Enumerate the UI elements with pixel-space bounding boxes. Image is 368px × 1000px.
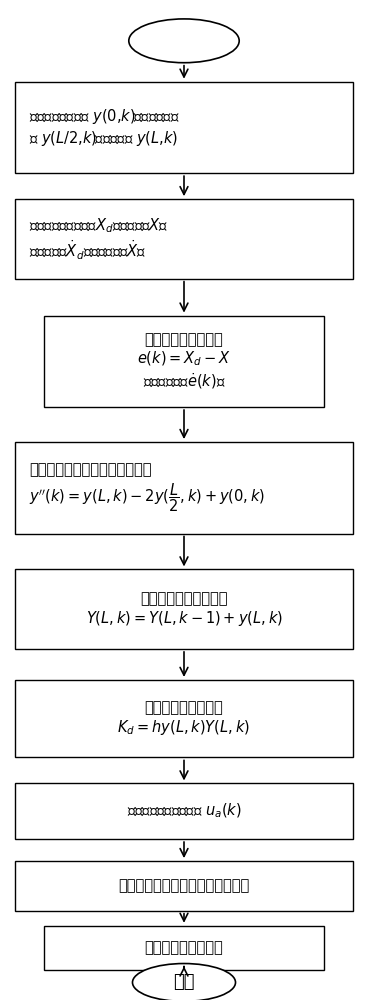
FancyBboxPatch shape [15, 199, 353, 279]
Text: 结束: 结束 [173, 973, 195, 991]
Text: 计算当前角度偏差：
$e(k) = X_d - X$
及角速度偏差$\dot{e}(k)$；: 计算当前角度偏差： $e(k) = X_d - X$ 及角速度偏差$\dot{e… [137, 332, 231, 391]
Text: 获取航天器期望角度$X_d$、实际角度$X$，
期望角速度$\dot{X}_d$、实际角速度$\dot{X}$；: 获取航天器期望角度$X_d$、实际角度$X$， 期望角速度$\dot{X}_d$… [29, 216, 169, 262]
Ellipse shape [129, 19, 239, 63]
Text: 计算帆板形变累积量：
$Y(L,k) = Y(L,k-1) + y(L,k)$: 计算帆板形变累积量： $Y(L,k) = Y(L,k-1) + y(L,k)$ [85, 591, 283, 628]
FancyBboxPatch shape [15, 680, 353, 757]
Text: 计算得到自适应控制量 $u_a(k)$: 计算得到自适应控制量 $u_a(k)$ [127, 802, 241, 820]
FancyBboxPatch shape [15, 569, 353, 649]
Text: 计算帆板形变位移的二次差分：
$y''(k) = y(L,k) - 2y(\dfrac{L}{2},k) + y(0,k)$: 计算帆板形变位移的二次差分： $y''(k) = y(L,k) - 2y(\df… [29, 462, 266, 514]
Text: 输入航天器控制闭环: 输入航天器控制闭环 [145, 940, 223, 955]
FancyBboxPatch shape [15, 783, 353, 839]
Text: 获取帆板根部位移 $y$(0,$k$)、中间位置位
移 $y$($L$/2,$k$)，端部位移 $y$($L$,$k$): 获取帆板根部位移 $y$(0,$k$)、中间位置位 移 $y$($L$/2,$k… [29, 107, 180, 148]
Text: 计算得到微分控制量与比例控制量: 计算得到微分控制量与比例控制量 [118, 878, 250, 893]
FancyBboxPatch shape [15, 861, 353, 911]
Ellipse shape [132, 964, 236, 1000]
FancyBboxPatch shape [44, 926, 324, 970]
FancyBboxPatch shape [44, 316, 324, 407]
FancyBboxPatch shape [15, 82, 353, 173]
FancyBboxPatch shape [15, 442, 353, 534]
Text: 计算得到控制参数：
$K_d = hy(L,k)Y(L,k)$: 计算得到控制参数： $K_d = hy(L,k)Y(L,k)$ [117, 700, 251, 737]
